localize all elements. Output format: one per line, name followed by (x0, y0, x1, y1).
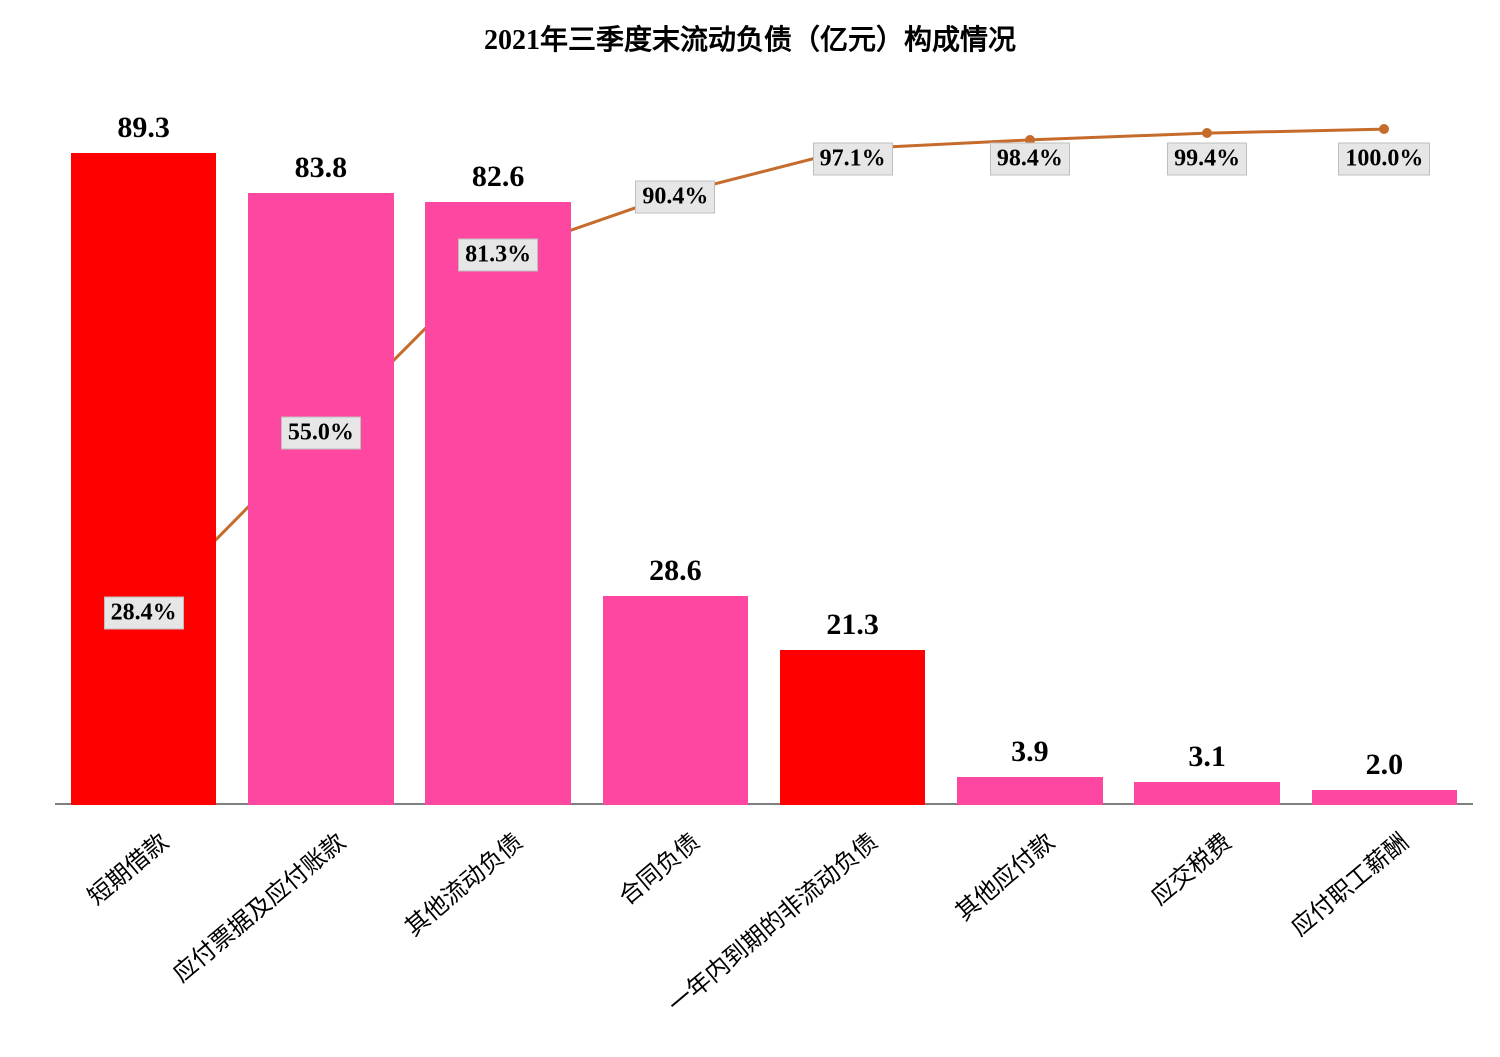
cumulative-pct-label: 81.3% (458, 239, 538, 272)
bar (603, 596, 748, 805)
cumulative-pct-label: 55.0% (281, 417, 361, 450)
bar-value-label: 2.0 (1366, 748, 1404, 782)
cumulative-pct-label: 98.4% (990, 143, 1070, 176)
bar-value-label: 3.9 (1011, 735, 1049, 769)
bar-value-label: 83.8 (295, 151, 348, 185)
line-marker (1379, 124, 1389, 134)
bar (780, 650, 925, 805)
cumulative-pct-label: 99.4% (1167, 143, 1247, 176)
bar (248, 193, 393, 805)
cumulative-pct-label: 100.0% (1338, 143, 1430, 176)
cumulative-pct-label: 97.1% (813, 143, 893, 176)
bar-value-label: 21.3 (826, 608, 879, 642)
chart-title: 2021年三季度末流动负债（亿元）构成情况 (0, 18, 1500, 58)
bar (71, 153, 216, 805)
x-axis-label: 其他应付款 (946, 823, 1060, 927)
x-axis-label: 其他流动负债 (396, 823, 529, 942)
x-axis-label: 合同负债 (610, 823, 706, 912)
bar (1312, 790, 1457, 805)
bar-value-label: 82.6 (472, 160, 525, 194)
bar-value-label: 28.6 (649, 554, 702, 588)
cumulative-pct-label: 90.4% (635, 180, 715, 213)
bar-value-label: 3.1 (1188, 740, 1226, 774)
bar (1134, 782, 1279, 805)
bar (957, 777, 1102, 805)
line-marker (1202, 128, 1212, 138)
plot-area: 89.328.4%短期借款83.855.0%应付票据及应付账款82.681.3%… (55, 75, 1473, 805)
x-axis-label: 应交税费 (1142, 823, 1238, 912)
bar (425, 202, 570, 805)
x-axis-label: 短期借款 (78, 823, 174, 912)
bar-value-label: 89.3 (117, 111, 170, 145)
x-axis-label: 应付职工薪酬 (1282, 823, 1415, 942)
x-axis-label: 应付票据及应付账款 (163, 823, 351, 989)
cumulative-pct-label: 28.4% (104, 597, 184, 630)
